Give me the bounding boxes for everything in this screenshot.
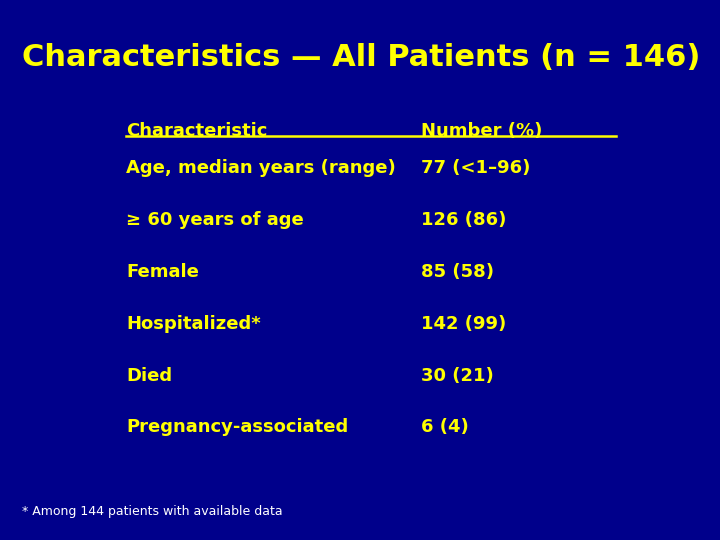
Text: Age, median years (range): Age, median years (range) (126, 159, 396, 177)
Text: 30 (21): 30 (21) (421, 367, 494, 384)
Text: 77 (<1–96): 77 (<1–96) (421, 159, 531, 177)
Text: Died: Died (126, 367, 172, 384)
Text: 6 (4): 6 (4) (421, 418, 469, 436)
Text: 126 (86): 126 (86) (421, 211, 507, 229)
Text: Hospitalized*: Hospitalized* (126, 315, 261, 333)
Text: Characteristics — All Patients (n = 146): Characteristics — All Patients (n = 146) (22, 43, 700, 72)
Text: 85 (58): 85 (58) (421, 263, 494, 281)
Text: Characteristic: Characteristic (126, 122, 267, 139)
Text: Pregnancy-associated: Pregnancy-associated (126, 418, 348, 436)
Text: Female: Female (126, 263, 199, 281)
Text: Number (%): Number (%) (421, 122, 543, 139)
Text: 142 (99): 142 (99) (421, 315, 506, 333)
Text: * Among 144 patients with available data: * Among 144 patients with available data (22, 505, 282, 518)
Text: ≥ 60 years of age: ≥ 60 years of age (126, 211, 304, 229)
